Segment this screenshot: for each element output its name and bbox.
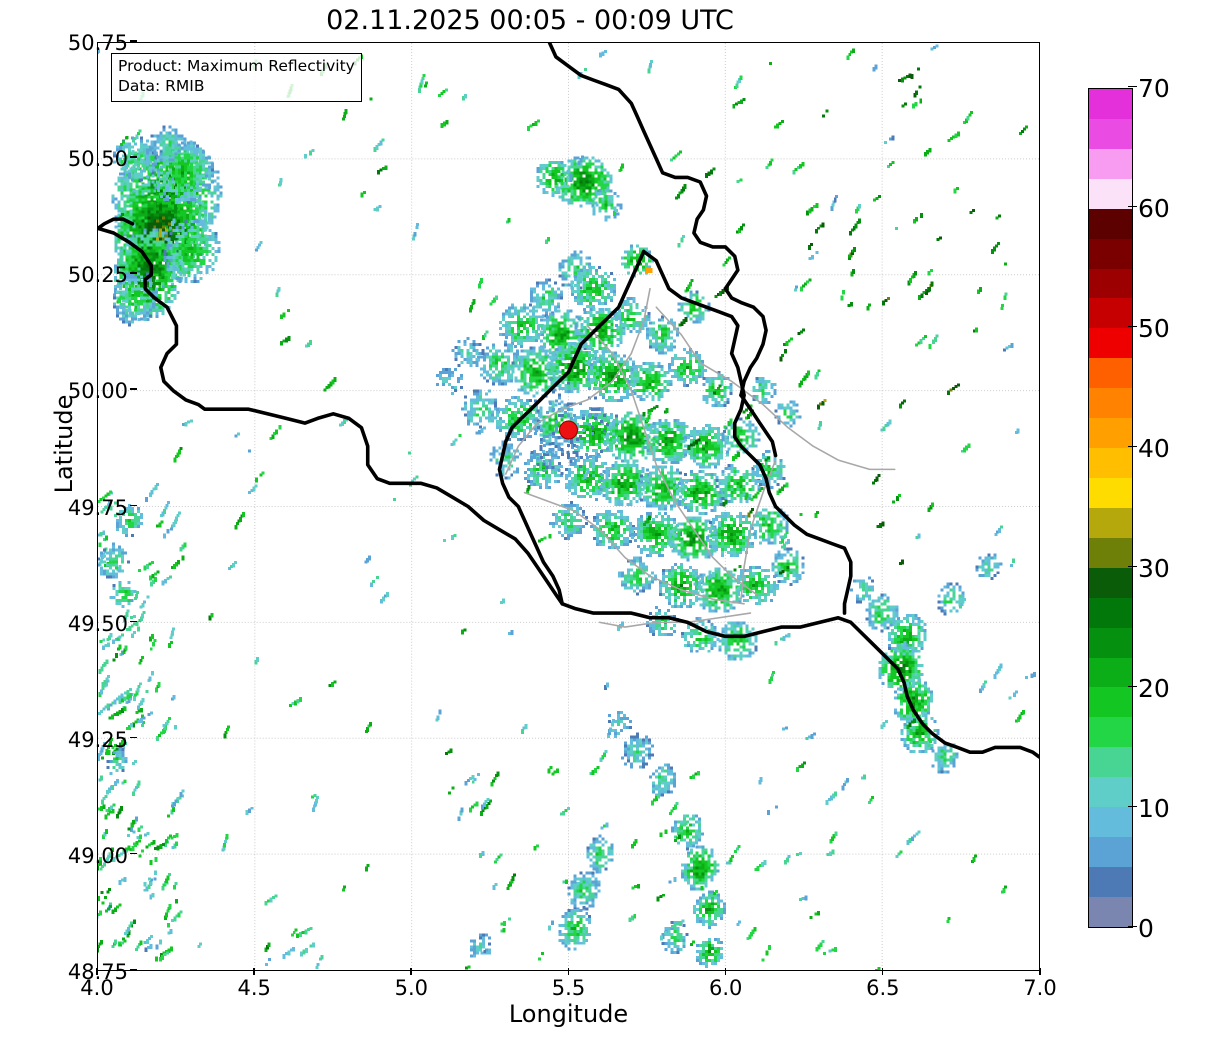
province-border [523,491,745,605]
y-tick-label: 49.75 [38,496,137,520]
y-tick-mark [130,504,137,507]
x-axis-label: Longitude [508,1000,629,1028]
colorbar-band [1089,896,1132,927]
y-tick-label: 50.00 [38,379,137,403]
colorbar-band [1089,148,1132,179]
colorbar-band [1089,178,1132,209]
national-border-luxembourg-west [497,249,646,606]
x-tick-mark [567,968,570,975]
colorbar-band [1089,298,1132,329]
colorbar-band [1089,89,1132,119]
colorbar-band [1089,597,1132,628]
x-tick-mark [253,968,255,975]
y-tick-mark [130,272,137,274]
y-tick-mark [130,736,137,739]
colorbar-tick-label: 30 [1128,554,1170,583]
colorbar-tick-label: 20 [1128,674,1170,703]
colorbar-tick-label: 70 [1128,74,1170,103]
colorbar-band [1089,687,1132,718]
colorbar-tick-label: 0 [1128,914,1154,943]
reflectivity-colorbar [1088,88,1133,928]
y-tick-mark [130,852,137,855]
y-tick-mark [130,40,137,42]
province-border [655,306,896,471]
x-tick-label: 4.0 [37,968,157,1000]
national-border-northwest [98,217,135,231]
colorbar-band [1089,358,1132,389]
colorbar-band [1089,567,1132,598]
colorbar-tick-mark [1128,206,1137,208]
national-border-germany [739,393,778,458]
x-tick-label: 6.5 [823,968,943,1000]
colorbar-band [1089,507,1132,538]
radar-map-plot-area [97,42,1040,971]
x-tick-mark [1039,968,1041,975]
colorbar-tick-mark [1128,806,1137,808]
radar-reflectivity-canvas [98,43,1039,970]
colorbar-band [1089,777,1132,808]
colorbar-band [1089,448,1132,478]
colorbar-band [1089,537,1132,568]
y-tick-label: 48.75 [38,960,137,984]
radar-site-marker [559,420,578,440]
product-info-box: Product: Maximum Reflectivity Data: RMIB [111,53,362,102]
colorbar-band [1089,418,1132,449]
colorbar-tick-mark [1128,926,1137,928]
colorbar-band [1089,866,1132,897]
y-tick-mark [130,156,137,158]
colorbar-tick-label: 40 [1128,434,1170,463]
y-tick-label: 49.00 [38,844,137,868]
x-tick-mark [96,968,98,975]
colorbar-tick-mark [1128,326,1137,328]
province-border [504,287,651,475]
colorbar-band [1089,328,1132,359]
x-tick-label: 4.5 [194,968,314,1000]
y-tick-mark [130,388,137,390]
province-border [599,612,752,628]
y-tick-label: 50.50 [38,147,137,171]
colorbar-tick-mark [1128,566,1137,568]
colorbar-tick-mark [1128,86,1137,88]
y-axis-label: Latitude [50,394,78,494]
colorbar-band [1089,807,1132,838]
product-info-line: Product: Maximum Reflectivity [118,57,355,75]
national-border-france [98,226,1039,759]
colorbar-band [1089,627,1132,658]
x-tick-mark [724,968,727,975]
colorbar-band [1089,477,1132,508]
colorbar-tick-mark [1128,686,1137,688]
colorbar-band [1089,388,1132,419]
x-tick-label: 5.0 [351,968,471,1000]
colorbar-band [1089,747,1132,778]
y-tick-label: 50.25 [38,263,137,287]
colorbar-band [1089,837,1132,867]
chart-title: 02.11.2025 00:05 - 00:09 UTC [326,5,734,36]
x-tick-label: 7.0 [980,968,1100,1000]
colorbar-tick-label: 10 [1128,794,1170,823]
y-tick-mark [130,969,137,971]
x-tick-mark [410,968,412,975]
colorbar-band [1089,238,1132,269]
colorbar-band [1089,717,1132,748]
y-tick-label: 50.75 [38,31,137,55]
colorbar-band [1089,118,1132,149]
political-borders [98,43,1039,759]
y-tick-label: 49.25 [38,728,137,752]
data-source-line: Data: RMIB [118,76,205,95]
colorbar-band [1089,268,1132,299]
x-tick-label: 5.5 [509,968,629,1000]
province-border [586,324,758,596]
colorbar-tick-mark [1128,446,1137,448]
national-border-luxembourg-east [641,249,853,615]
y-tick-label: 49.50 [38,612,137,636]
colorbar-band [1089,208,1132,239]
colorbar-band [1089,657,1132,688]
colorbar-tick-label: 60 [1128,194,1170,223]
colorbar-tick-label: 50 [1128,314,1170,343]
radar-echo-layer [98,44,1037,970]
national-border-north [547,43,768,398]
x-tick-label: 6.0 [666,968,786,1000]
y-tick-mark [130,620,137,623]
x-tick-mark [881,968,884,975]
